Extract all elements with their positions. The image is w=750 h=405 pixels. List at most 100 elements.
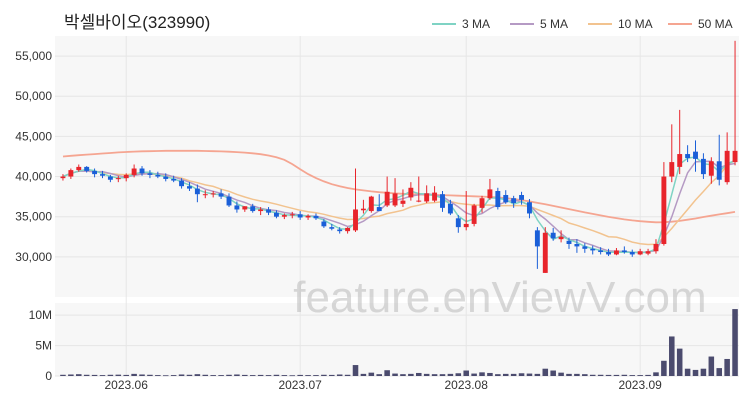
candle-body (392, 193, 398, 206)
candle-body (115, 178, 121, 180)
candle (519, 191, 525, 205)
candle-body (400, 200, 406, 204)
candle (266, 207, 271, 216)
candle-body (155, 174, 161, 177)
candle (297, 211, 303, 220)
volume-bars (60, 309, 738, 377)
volume-bar (194, 374, 201, 376)
volume-bar (416, 372, 422, 376)
volume-bar (123, 374, 129, 376)
candle-body (511, 198, 517, 204)
candle-body (305, 215, 311, 218)
candle (305, 214, 311, 220)
candle-body (147, 173, 153, 175)
volume-bar (566, 373, 572, 376)
candle-body (218, 193, 224, 197)
volume-bar (392, 373, 398, 376)
volume-bar (281, 375, 288, 376)
date-tick-label: 2023.09 (618, 378, 662, 392)
volume-bar (202, 374, 209, 376)
volume-bar (408, 373, 414, 376)
date-tick-label: 2023.06 (105, 378, 149, 392)
volume-bar (210, 375, 216, 376)
candle (163, 173, 169, 182)
volume-bar (115, 374, 122, 376)
volume-bar (107, 374, 114, 376)
candle-body (621, 250, 627, 253)
candle (218, 189, 224, 200)
candle-body (416, 200, 422, 202)
volume-bar (265, 375, 272, 376)
candle-body (527, 202, 532, 214)
candle (447, 199, 453, 216)
candle (202, 190, 208, 199)
volume-bar (234, 374, 240, 376)
candle (582, 243, 588, 253)
candle (234, 201, 240, 213)
candle (100, 170, 105, 179)
candle-body (677, 154, 683, 167)
legend-label: 3 MA (462, 17, 490, 31)
candle (613, 248, 619, 256)
volume-bar (400, 374, 406, 376)
candle (424, 185, 430, 204)
volume-bar (463, 370, 469, 376)
volume-bar (218, 375, 224, 376)
candle (558, 230, 564, 243)
volume-bar (495, 374, 501, 376)
candle (368, 195, 374, 213)
candle-body (534, 230, 540, 247)
candle-body (226, 196, 232, 206)
candle (258, 207, 264, 216)
volume-bar (518, 373, 525, 376)
candle (187, 182, 192, 191)
candle-body (550, 232, 556, 239)
candle-body (360, 208, 366, 211)
candle-body (447, 203, 453, 214)
volume-bar (629, 375, 636, 376)
candle (637, 248, 643, 256)
candle (376, 194, 382, 212)
candle (408, 182, 414, 201)
candle (250, 203, 256, 213)
volume-bar (297, 374, 303, 376)
volume-bar (708, 356, 715, 376)
legend-label: 5 MA (540, 17, 568, 31)
volume-bar (526, 373, 533, 376)
candle (273, 210, 279, 219)
candle-body (653, 243, 659, 252)
candle (92, 168, 98, 178)
candle-body (139, 168, 145, 174)
candle (685, 145, 691, 163)
volume-bar (724, 358, 730, 376)
volume-bar (558, 372, 564, 376)
candle (107, 174, 113, 183)
legend-item-ma10: 10 MA (588, 17, 653, 31)
legend-item-ma50: 50 MA (668, 17, 733, 31)
volume-bar (360, 373, 367, 376)
candle (329, 223, 335, 231)
candle (84, 166, 90, 173)
candle (281, 213, 287, 220)
price-tick-label: 30,000 (15, 250, 52, 264)
candle-body (297, 214, 303, 218)
volume-bar (344, 374, 351, 376)
candle-body (582, 246, 588, 249)
candle-body (408, 187, 414, 198)
candle-body (131, 168, 137, 175)
candle-body (100, 174, 105, 176)
volume-bar (155, 375, 161, 376)
candle (527, 199, 532, 219)
candle (416, 176, 422, 203)
candle-body (179, 180, 185, 187)
volume-bar (368, 372, 375, 376)
price-tick-label: 35,000 (15, 210, 52, 224)
volume-bar (162, 375, 169, 377)
candle (511, 195, 517, 208)
candle-body (281, 215, 287, 217)
candle-body (92, 170, 98, 175)
candle-body (337, 229, 343, 232)
candle-body (68, 170, 74, 177)
volume-bar (692, 369, 699, 376)
